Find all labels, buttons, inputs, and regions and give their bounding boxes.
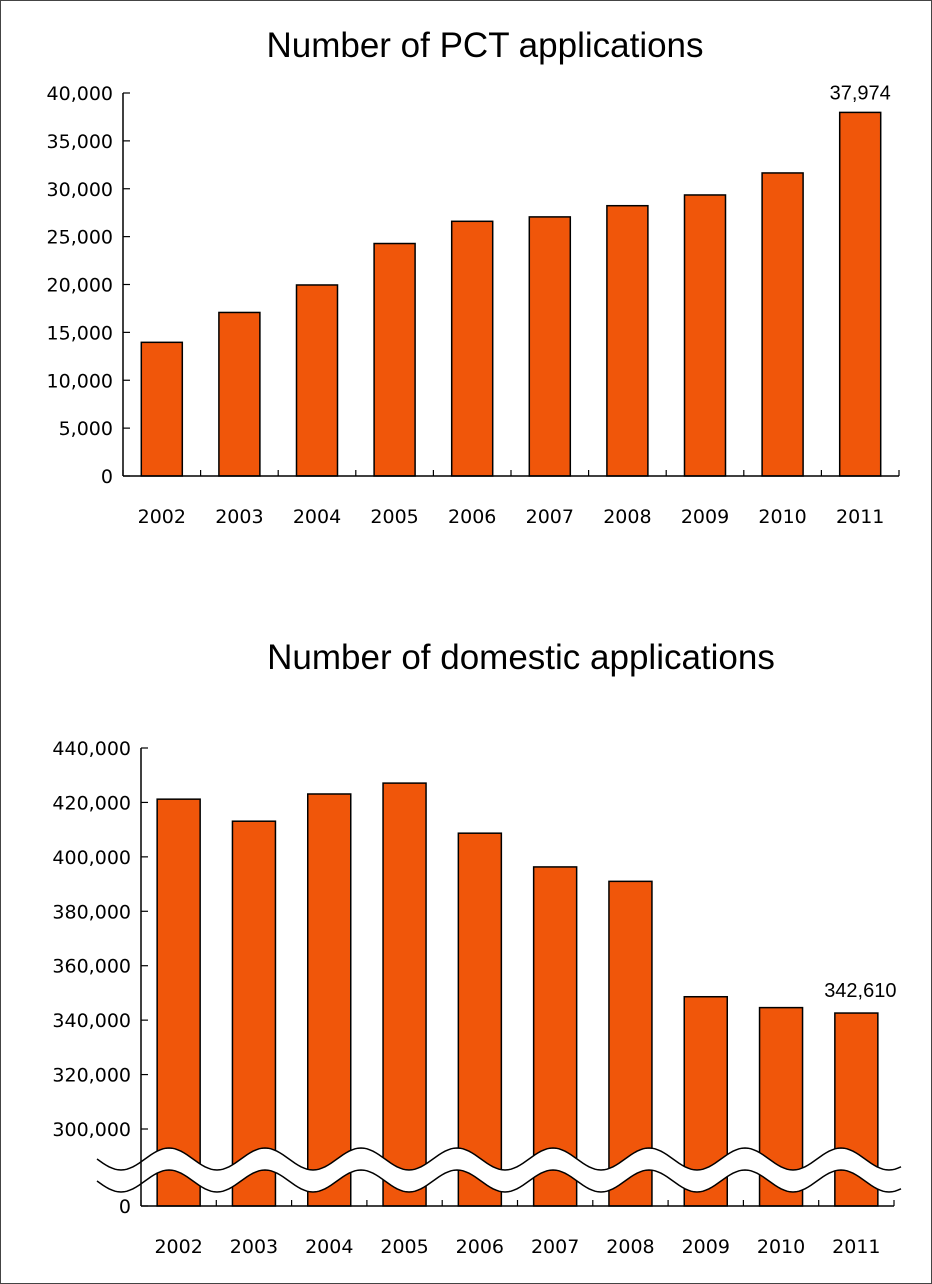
domestic-bars xyxy=(156,782,879,1207)
pct-bar-2007 xyxy=(528,216,572,477)
domestic-y-tick-380,000: 380,000 xyxy=(52,901,131,923)
domestic-x-tick-2009: 2009 xyxy=(682,1236,730,1258)
pct-x-tick-2002: 2002 xyxy=(138,506,186,528)
pct-y-tick-25,000: 25,000 xyxy=(47,227,113,249)
domestic-bar-2002 xyxy=(156,798,201,1207)
domestic-bar-2004 xyxy=(307,793,352,1207)
axis-break-wave xyxy=(96,1147,902,1193)
pct-bar-2003 xyxy=(218,311,261,477)
pct-bar-2010 xyxy=(761,172,804,477)
axis-break-upper-line xyxy=(96,1147,902,1171)
domestic-y-tick-440,000: 440,000 xyxy=(52,738,131,760)
domestic-x-tick-2011: 2011 xyxy=(832,1236,880,1258)
pct-axes xyxy=(122,92,900,477)
domestic-y-tick-360,000: 360,000 xyxy=(52,956,131,978)
pct-bar-2008 xyxy=(606,204,649,477)
pct-bar-2009 xyxy=(683,194,727,477)
domestic-y-tick-320,000: 320,000 xyxy=(52,1065,131,1087)
pct-x-tick-2007: 2007 xyxy=(526,506,574,528)
pct-x-tick-2004: 2004 xyxy=(293,506,341,528)
axis-break-lower-line xyxy=(96,1169,902,1193)
domestic-bar-2005 xyxy=(382,782,427,1207)
domestic-chart: Number of domestic applications 0 300,000… xyxy=(52,638,902,1258)
pct-y-tick-labels: 0 5,000 10,000 15,000 20,000 25,000 30,000 35,0… xyxy=(47,83,113,488)
domestic-x-tick-2003: 2003 xyxy=(230,1236,278,1258)
pct-y-tick-15,000: 15,000 xyxy=(47,322,113,344)
pct-y-tick-30,000: 30,000 xyxy=(47,179,113,201)
pct-x-tick-2005: 2005 xyxy=(370,506,418,528)
pct-bar-2002 xyxy=(140,341,184,477)
domestic-x-tick-2002: 2002 xyxy=(154,1236,202,1258)
domestic-x-tick-2006: 2006 xyxy=(456,1236,504,1258)
pct-bar-2004 xyxy=(295,284,339,477)
domestic-x-tick-2008: 2008 xyxy=(606,1236,654,1258)
pct-chart: Number of PCT applications 0 5,000 10,000 1… xyxy=(47,26,900,528)
domestic-y-tick-labels: 0 300,000 320,000 340,000 360,000 380,000 400,… xyxy=(52,738,131,1218)
domestic-y-tick-0: 0 xyxy=(119,1196,131,1218)
pct-x-tick-2003: 2003 xyxy=(215,506,263,528)
domestic-x-tick-2005: 2005 xyxy=(380,1236,428,1258)
domestic-axes xyxy=(140,747,895,1207)
pct-y-tick-20,000: 20,000 xyxy=(47,275,113,297)
axis-break-band xyxy=(97,1148,901,1192)
pct-x-tick-labels: 2002 2003 2004 2005 2006 2007 2008 2009 2010 2011 xyxy=(138,506,885,528)
domestic-y-tick-300,000: 300,000 xyxy=(52,1119,131,1141)
pct-y-tick-0: 0 xyxy=(101,466,113,488)
pct-x-tick-2010: 2010 xyxy=(758,506,806,528)
pct-x-tick-2008: 2008 xyxy=(603,506,651,528)
pct-y-tick-10,000: 10,000 xyxy=(47,370,113,392)
pct-chart-title: Number of PCT applications xyxy=(266,26,703,65)
pct-bar-2011 xyxy=(838,111,882,477)
pct-y-tick-35,000: 35,000 xyxy=(47,131,113,153)
pct-x-tick-2006: 2006 xyxy=(448,506,496,528)
domestic-x-tick-2004: 2004 xyxy=(305,1236,353,1258)
pct-data-label-2011: 37,974 xyxy=(830,82,891,104)
pct-bar-2006 xyxy=(450,220,494,477)
domestic-y-tick-400,000: 400,000 xyxy=(52,847,131,869)
pct-bar-2005 xyxy=(373,242,416,477)
pct-bars xyxy=(140,111,882,477)
pct-x-tick-2009: 2009 xyxy=(681,506,729,528)
domestic-chart-title: Number of domestic applications xyxy=(267,638,775,677)
pct-y-tick-5,000: 5,000 xyxy=(59,418,113,440)
pct-y-tick-40,000: 40,000 xyxy=(47,83,113,105)
pct-x-tick-2011: 2011 xyxy=(836,506,884,528)
domestic-y-tick-340,000: 340,000 xyxy=(52,1010,131,1032)
domestic-y-tick-420,000: 420,000 xyxy=(52,792,131,814)
domestic-x-tick-2010: 2010 xyxy=(757,1236,805,1258)
domestic-data-label-2011: 342,610 xyxy=(824,980,896,1002)
domestic-x-tick-labels: 2002 2003 2004 2005 2006 2007 2008 2009 2010 2011 xyxy=(154,1236,880,1258)
domestic-x-tick-2007: 2007 xyxy=(531,1236,579,1258)
